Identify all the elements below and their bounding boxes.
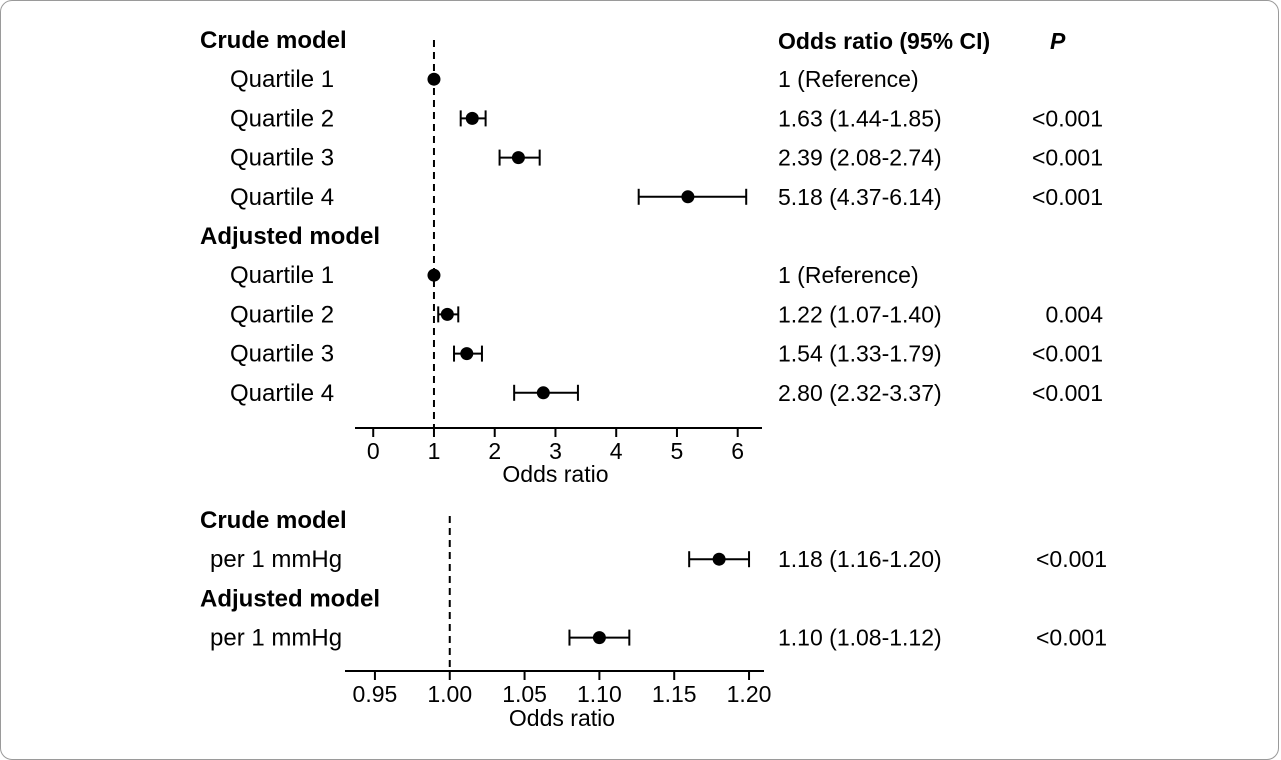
point-estimate [427, 268, 441, 282]
x-axis-title: Odds ratio [502, 461, 608, 487]
row-label: Quartile 2 [230, 105, 334, 132]
point-estimate [460, 347, 474, 361]
or-ci-value: 1.63 (1.44-1.85) [778, 105, 942, 131]
row-label: per 1 mmHg [210, 546, 342, 573]
or-ci-value: 2.80 (2.32-3.37) [778, 380, 942, 406]
or-ci-value: 1.22 (1.07-1.40) [778, 301, 942, 327]
p-column-header: P [1050, 28, 1066, 54]
row-label: Quartile 4 [230, 380, 334, 407]
p-value: <0.001 [1032, 380, 1103, 406]
row-label: Quartile 1 [230, 262, 334, 289]
row-label: Quartile 4 [230, 184, 334, 211]
x-tick-label: 2 [488, 438, 501, 464]
row-label: Quartile 2 [230, 301, 334, 328]
p-value: <0.001 [1032, 341, 1103, 367]
point-estimate [465, 111, 479, 125]
x-tick-label: 1.20 [727, 681, 772, 707]
p-value: <0.001 [1036, 546, 1107, 572]
forest-panel-per-mmhg: 0.95 1.00 1.05 1.10 1.15 1.20 Odds ratio Crude … [200, 507, 1107, 731]
p-value: <0.001 [1032, 105, 1103, 131]
x-tick-label: 0 [367, 438, 380, 464]
p-value: <0.001 [1036, 625, 1107, 651]
point-estimate [440, 307, 454, 321]
or-ci-value: 1 (Reference) [778, 66, 919, 92]
x-tick-label: 1.00 [427, 681, 472, 707]
point-estimate [511, 151, 525, 165]
point-estimate [681, 190, 695, 204]
point-estimate [536, 386, 550, 400]
row-label: Quartile 1 [230, 66, 334, 93]
x-axis-title: Odds ratio [509, 705, 615, 731]
x-tick-label: 1 [428, 438, 441, 464]
or-ci-value: 1.18 (1.16-1.20) [778, 546, 942, 572]
p-value: <0.001 [1032, 184, 1103, 210]
point-estimate [427, 72, 441, 86]
or-ci-value: 1.54 (1.33-1.79) [778, 341, 942, 367]
or-ci-value: 5.18 (4.37-6.14) [778, 184, 942, 210]
row-label: per 1 mmHg [210, 625, 342, 652]
row-label: Quartile 3 [230, 341, 334, 368]
section-title: Crude model [200, 27, 347, 54]
x-tick-label: 5 [671, 438, 684, 464]
section-title: Crude model [200, 507, 347, 534]
forest-plot-figure: Odds ratio (95% CI) P 0 1 2 3 4 5 6 Odds ratio C… [200, 27, 1107, 731]
x-tick-label: 6 [731, 438, 744, 464]
x-tick-label: 4 [610, 438, 623, 464]
x-tick-label: 1.05 [502, 681, 547, 707]
point-estimate [592, 631, 606, 645]
section-title: Adjusted model [200, 585, 380, 612]
p-value: <0.001 [1032, 145, 1103, 171]
x-tick-label: 1.10 [577, 681, 622, 707]
x-tick-label: 1.15 [652, 681, 697, 707]
x-tick-label: 0.95 [353, 681, 398, 707]
or-ci-value: 1 (Reference) [778, 262, 919, 288]
or-ci-value: 1.10 (1.08-1.12) [778, 625, 942, 651]
forest-panel-quartiles: 0 1 2 3 4 5 6 Odds ratio Crude model Quartile 1 1 … [200, 27, 1103, 487]
or-column-header: Odds ratio (95% CI) [778, 28, 990, 54]
point-estimate [712, 552, 726, 566]
section-title: Adjusted model [200, 223, 380, 250]
p-value: 0.004 [1045, 301, 1103, 327]
or-ci-value: 2.39 (2.08-2.74) [778, 145, 942, 171]
x-tick-label: 3 [549, 438, 562, 464]
row-label: Quartile 3 [230, 145, 334, 172]
